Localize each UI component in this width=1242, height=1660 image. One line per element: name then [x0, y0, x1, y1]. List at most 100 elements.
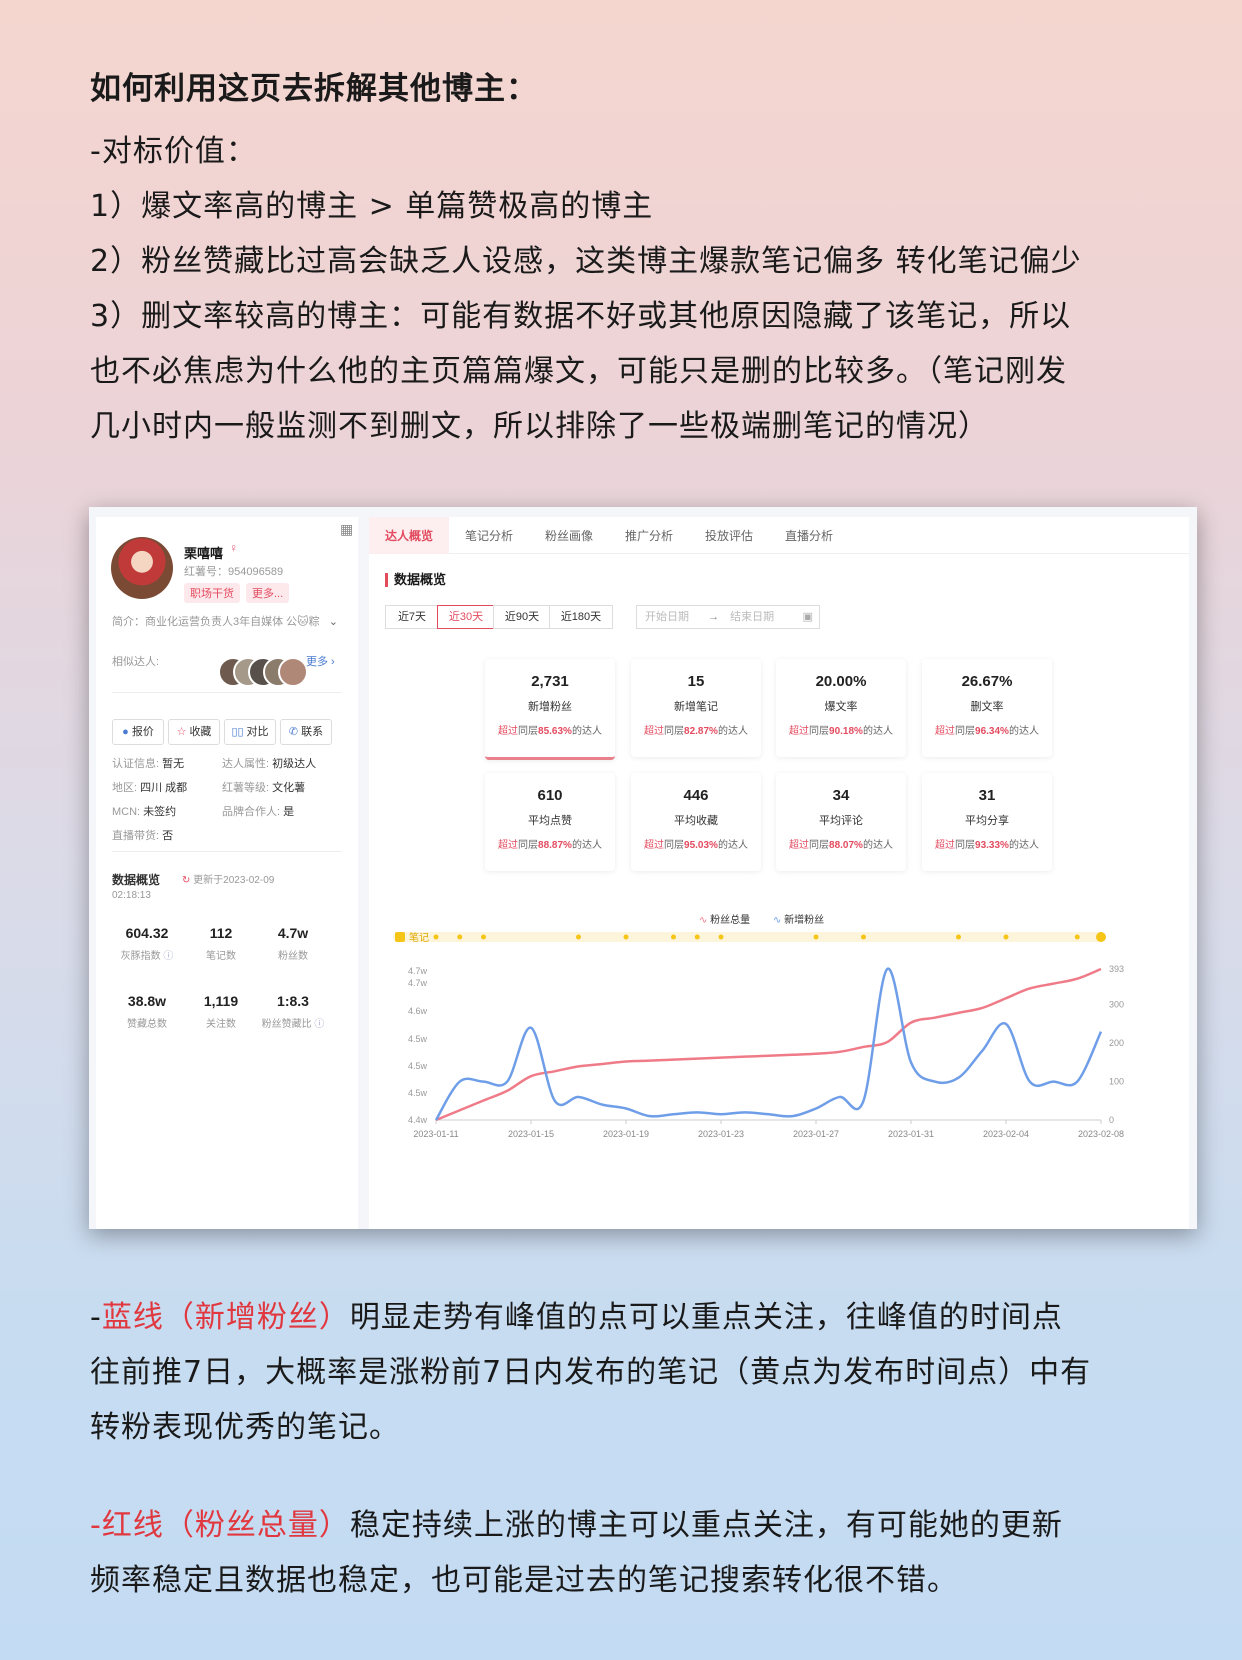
stat-item: 4.7w 粉丝数	[258, 925, 328, 962]
y2-tick-label: 200	[1109, 1038, 1124, 1048]
start-date-input[interactable]: 开始日期	[645, 611, 689, 623]
outro-line: 转粉表现优秀的笔记。	[90, 1410, 400, 1445]
legend-new[interactable]: ∿ 新增粉丝	[773, 911, 824, 926]
intro-line: 2）粉丝赞藏比过高会缺乏人设感，这类博主爆款笔记偏多 转化笔记偏少	[90, 244, 1082, 279]
similar-avatars[interactable]	[218, 657, 308, 687]
compare-suffix: 的达人	[571, 840, 602, 851]
update-date: 更新于2023-02-09	[193, 875, 275, 886]
tab-fans[interactable]: 粉丝画像	[545, 529, 594, 543]
compare-pct: 88.07%	[829, 840, 863, 851]
legend-total[interactable]: ∿ 粉丝总量	[699, 911, 750, 926]
range-7d[interactable]: 近7天	[385, 605, 439, 629]
metric-card[interactable]: 26.67% 删文率 超过同层96.34%的达人	[922, 659, 1052, 757]
compare-pct: 82.87%	[684, 726, 718, 737]
metric-label: 平均评论	[819, 815, 863, 827]
tab-notes[interactable]: 笔记分析	[465, 529, 514, 543]
outro-text: 稳定持续上涨的博主可以重点关注，有可能她的更新	[349, 1508, 1063, 1543]
legend-new-label: 新增粉丝	[784, 915, 825, 926]
metric-card[interactable]: 2,731 新增粉丝 超过同层85.63%的达人	[485, 659, 615, 760]
outro-line: -蓝线（新增粉丝）明显走势有峰值的点可以重点关注，往峰值的时间点	[90, 1290, 1200, 1345]
refresh-icon[interactable]: ↻	[182, 875, 191, 886]
outro-line: 频率稳定且数据也稳定，也可能是过去的笔记搜索转化很不错。	[90, 1563, 958, 1598]
info-key: 直播带货:	[112, 830, 160, 842]
quote-button[interactable]: ● 报价	[112, 719, 164, 745]
notes-strip	[393, 932, 1105, 942]
metric-value: 15	[687, 673, 705, 690]
note-point	[623, 934, 629, 940]
stat-label: 关注数	[206, 1019, 236, 1030]
info-key: 红薯等级:	[222, 782, 270, 794]
compare-mid: 同层	[955, 840, 976, 851]
end-date-input[interactable]: 结束日期	[730, 611, 775, 623]
compare-prefix: 超过	[789, 840, 810, 851]
avatar	[111, 537, 173, 599]
x-tick-label: 2023-01-15	[508, 1129, 554, 1139]
metric-value: 20.00%	[815, 673, 867, 690]
compare-suffix: 的达人	[1008, 726, 1039, 737]
tab-bar: 达人概览 笔记分析 粉丝画像 推广分析 投放评估 直播分析	[369, 517, 1189, 554]
note-point	[956, 934, 961, 940]
info-value: 初级达人	[272, 758, 317, 770]
metric-card[interactable]: 20.00% 爆文率 超过同层90.18%的达人	[776, 659, 906, 757]
range-30d[interactable]: 近30天	[437, 605, 495, 629]
stat-item: 1:8.3 粉丝赞藏比 ⓘ	[258, 993, 328, 1030]
intro-section: 如何利用这页去拆解其他博主： -对标价值： 1）爆文率高的博主 > 单篇赞极高的…	[90, 70, 1200, 454]
metric-card[interactable]: 34 平均评论 超过同层88.07%的达人	[776, 773, 906, 871]
profile-name: 栗嘻嘻	[184, 546, 224, 561]
note-point	[481, 934, 486, 940]
range-180d[interactable]: 近180天	[549, 605, 613, 629]
metric-card[interactable]: 446 平均收藏 超过同层95.03%的达人	[631, 773, 761, 871]
metric-compare: 超过同层88.87%的达人	[485, 836, 615, 851]
info-mcn: MCN: 未签约	[112, 803, 176, 819]
bio-text: 简介：商业化运营负责人3年自媒体 公🐱粽	[112, 616, 320, 628]
compare-pct: 88.87%	[538, 840, 572, 851]
x-tick-label: 2023-01-27	[793, 1129, 839, 1139]
note-point	[1096, 932, 1106, 942]
chevron-down-icon[interactable]: ⌄	[328, 616, 338, 628]
divider	[112, 692, 342, 693]
calendar-icon[interactable]: ▣	[802, 611, 813, 623]
date-range-picker[interactable]: 开始日期 → 结束日期 ▣	[636, 605, 820, 629]
tag-more[interactable]: 更多...	[246, 583, 290, 603]
y-tick-label: 4.5w	[408, 1034, 428, 1044]
y2-tick-label: 100	[1109, 1077, 1124, 1087]
metric-label: 爆文率	[824, 701, 858, 713]
info-level: 红薯等级: 文化薯	[222, 779, 305, 795]
avatar[interactable]	[278, 657, 308, 687]
range-90d[interactable]: 近90天	[493, 605, 551, 629]
update-info: ↻ 更新于2023-02-09	[182, 871, 274, 886]
tab-promotion[interactable]: 推广分析	[625, 529, 674, 543]
compare-prefix: 超过	[498, 726, 519, 737]
phone-icon: ✆	[288, 726, 299, 738]
stat-value: 4.7w	[277, 925, 309, 941]
note-point	[1074, 934, 1080, 940]
metric-value: 2,731	[531, 673, 569, 690]
metric-card[interactable]: 15 新增笔记 超过同层82.87%的达人	[631, 659, 761, 757]
qr-code-icon[interactable]: ▦	[340, 521, 354, 537]
metric-label: 平均分享	[965, 815, 1009, 827]
tab-overview[interactable]: 达人概览	[369, 517, 450, 554]
similar-more-link[interactable]: 更多 ›	[306, 656, 335, 668]
info-value: 文化薯	[272, 782, 306, 794]
metric-card[interactable]: 610 平均点赞 超过同层88.87%的达人	[485, 773, 615, 871]
compare-suffix: 的达人	[862, 726, 893, 737]
tab-live[interactable]: 直播分析	[785, 529, 834, 543]
favorite-button[interactable]: ☆ 收藏	[168, 719, 220, 745]
metric-card[interactable]: 31 平均分享 超过同层93.33%的达人	[922, 773, 1052, 871]
y-tick-label: 4.7w	[408, 966, 428, 976]
info-key: 地区:	[112, 782, 138, 794]
wave-icon: ∿	[699, 915, 708, 926]
bio: 简介：商业化运营负责人3年自媒体 公🐱粽 ⌄	[112, 613, 338, 629]
help-icon[interactable]: ⓘ	[314, 1019, 325, 1030]
outro-blue: -蓝线（新增粉丝）明显走势有峰值的点可以重点关注，往峰值的时间点 往前推7日，大…	[90, 1290, 1200, 1455]
metric-label: 删文率	[970, 701, 1004, 713]
contact-button[interactable]: ✆ 联系	[280, 719, 332, 745]
compare-prefix: 超过	[935, 840, 956, 851]
tab-campaign[interactable]: 投放评估	[705, 529, 754, 543]
y-tick-label: 4.7w	[408, 978, 428, 988]
compare-button[interactable]: ▯▯ 对比	[224, 719, 276, 745]
info-key: 品牌合作人:	[222, 806, 281, 818]
profile-panel: ▦ 栗嘻嘻 ♀ 红薯号：954096589 职场干货 更多... 简介：商业化运…	[96, 517, 358, 1229]
help-icon[interactable]: ⓘ	[163, 951, 174, 962]
notes-legend-icon	[395, 932, 405, 942]
